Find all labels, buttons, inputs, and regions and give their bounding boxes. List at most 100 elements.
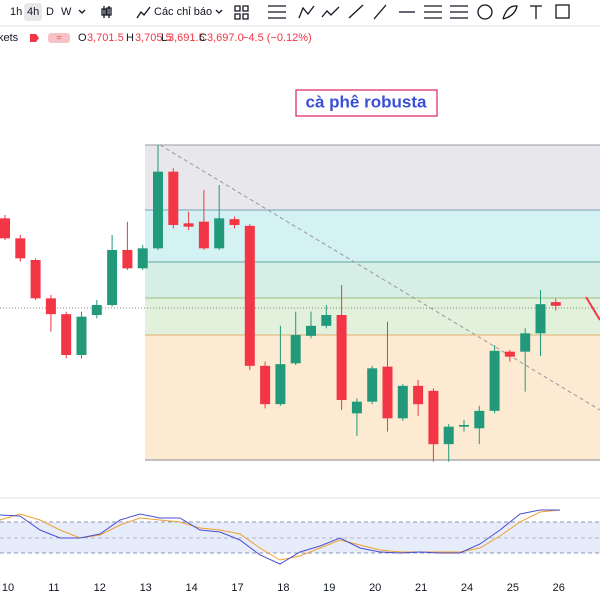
- candle-body: [351, 401, 362, 414]
- drawing-line: [585, 296, 600, 321]
- change: −4.5 (−0.12%): [242, 32, 312, 44]
- interval-menu[interactable]: [78, 9, 86, 14]
- date-label: 12: [94, 582, 106, 594]
- candle-body: [306, 325, 316, 336]
- candle-body: [504, 351, 515, 357]
- indicators-icon[interactable]: [136, 6, 151, 19]
- candle-body: [474, 410, 485, 429]
- candle-body: [30, 260, 41, 299]
- candle-body: [443, 426, 454, 445]
- candle-body: [382, 366, 393, 419]
- toolbar: 1h 4h D W Các chỉ báo: [0, 3, 600, 27]
- candle-body: [183, 223, 194, 227]
- date-label: 13: [140, 582, 152, 594]
- candle-body: [107, 250, 118, 305]
- date-label: 18: [277, 582, 289, 594]
- interval[interactable]: 4h: [27, 6, 39, 18]
- candle-body: [535, 304, 546, 334]
- candle-body: [489, 350, 500, 411]
- candle-body: [397, 385, 408, 419]
- candle-body: [0, 218, 10, 239]
- candle-body: [520, 333, 531, 352]
- ohlc-key: H: [126, 32, 134, 44]
- candle-body: [168, 171, 179, 225]
- fib-retracement: [145, 144, 600, 461]
- brush-tool[interactable]: [502, 5, 518, 20]
- candle-body: [91, 305, 102, 315]
- date-label: 25: [507, 582, 519, 594]
- oscillator-pane: [0, 497, 600, 565]
- shape-tool[interactable]: [477, 4, 493, 20]
- chart-type-icon[interactable]: [101, 6, 112, 18]
- candle-body: [336, 315, 347, 400]
- legend: kets = O 3,701.5 H 3,705.5 L 3,691.5 C 3…: [0, 32, 312, 44]
- fib-trend: [159, 144, 600, 411]
- interval[interactable]: W: [61, 6, 72, 18]
- candle-body: [137, 248, 148, 269]
- candle-body: [198, 221, 209, 249]
- tag: [48, 33, 70, 43]
- date-label: 19: [323, 582, 335, 594]
- candle-body: [153, 171, 163, 249]
- channel-tool[interactable]: [424, 5, 442, 19]
- measure-tool[interactable]: [555, 4, 570, 19]
- candle-body: [61, 314, 72, 355]
- fib-zone: [145, 298, 600, 335]
- candle-body: [459, 425, 469, 427]
- indicators-button[interactable]: Các chỉ báo: [154, 6, 212, 18]
- candle-body: [244, 225, 255, 366]
- candle-body: [122, 250, 133, 269]
- time-axis: 101112131417181920212425262: [2, 582, 565, 594]
- oscillator-band: [0, 522, 600, 553]
- fib-tool[interactable]: [268, 5, 286, 19]
- ray-tool[interactable]: [373, 4, 387, 20]
- trend-line-tool[interactable]: [348, 4, 364, 19]
- stoch-k-line: [0, 509, 560, 565]
- date-label: 10: [2, 582, 14, 594]
- indicators-menu[interactable]: [215, 9, 223, 14]
- date-label: 26: [553, 582, 565, 594]
- layout-icon[interactable]: [234, 5, 249, 20]
- pattern-tool[interactable]: [298, 5, 315, 19]
- ohlc-value: 3,701.5: [87, 32, 124, 44]
- fib-zone: [145, 262, 600, 298]
- date-label: 21: [415, 582, 427, 594]
- candle-body: [229, 219, 240, 225]
- ohlc-value: 3,691.5: [168, 32, 205, 44]
- title-box: [295, 89, 438, 117]
- interval[interactable]: D: [46, 6, 54, 18]
- candles: [0, 145, 561, 462]
- fib-zone: [145, 145, 600, 210]
- candle-body: [367, 368, 378, 402]
- date-label: 14: [185, 582, 197, 594]
- tag-symbol: =: [56, 32, 61, 42]
- ohlc-key: O: [78, 32, 87, 44]
- fib-channel-tool[interactable]: [450, 5, 468, 19]
- symbol: kets: [0, 32, 19, 44]
- interval[interactable]: 1h: [10, 6, 22, 18]
- candle-body: [15, 238, 26, 259]
- candle-body: [550, 302, 561, 306]
- date-label: 20: [369, 582, 381, 594]
- ohlc-value: 3,705.5: [135, 32, 172, 44]
- candle-body: [45, 298, 56, 315]
- ohlc-value: 3,697.0: [207, 32, 244, 44]
- candle-body: [321, 315, 332, 326]
- candle-body: [214, 218, 225, 249]
- candle-body: [428, 390, 439, 445]
- candle-body: [275, 364, 286, 405]
- candle-body: [260, 365, 271, 405]
- date-label: 24: [461, 582, 473, 594]
- ohlc-key: L: [161, 32, 167, 44]
- candle-body: [76, 316, 87, 355]
- candle-body: [290, 335, 301, 364]
- fib-zone: [145, 210, 600, 262]
- interval-selected[interactable]: [24, 3, 42, 21]
- text-tool[interactable]: [530, 5, 542, 19]
- path-tool[interactable]: [321, 6, 340, 18]
- ohlc-key: C: [199, 32, 207, 44]
- stoch-d-line: [0, 509, 561, 561]
- date-label: 17: [231, 582, 243, 594]
- candle-body: [413, 385, 424, 405]
